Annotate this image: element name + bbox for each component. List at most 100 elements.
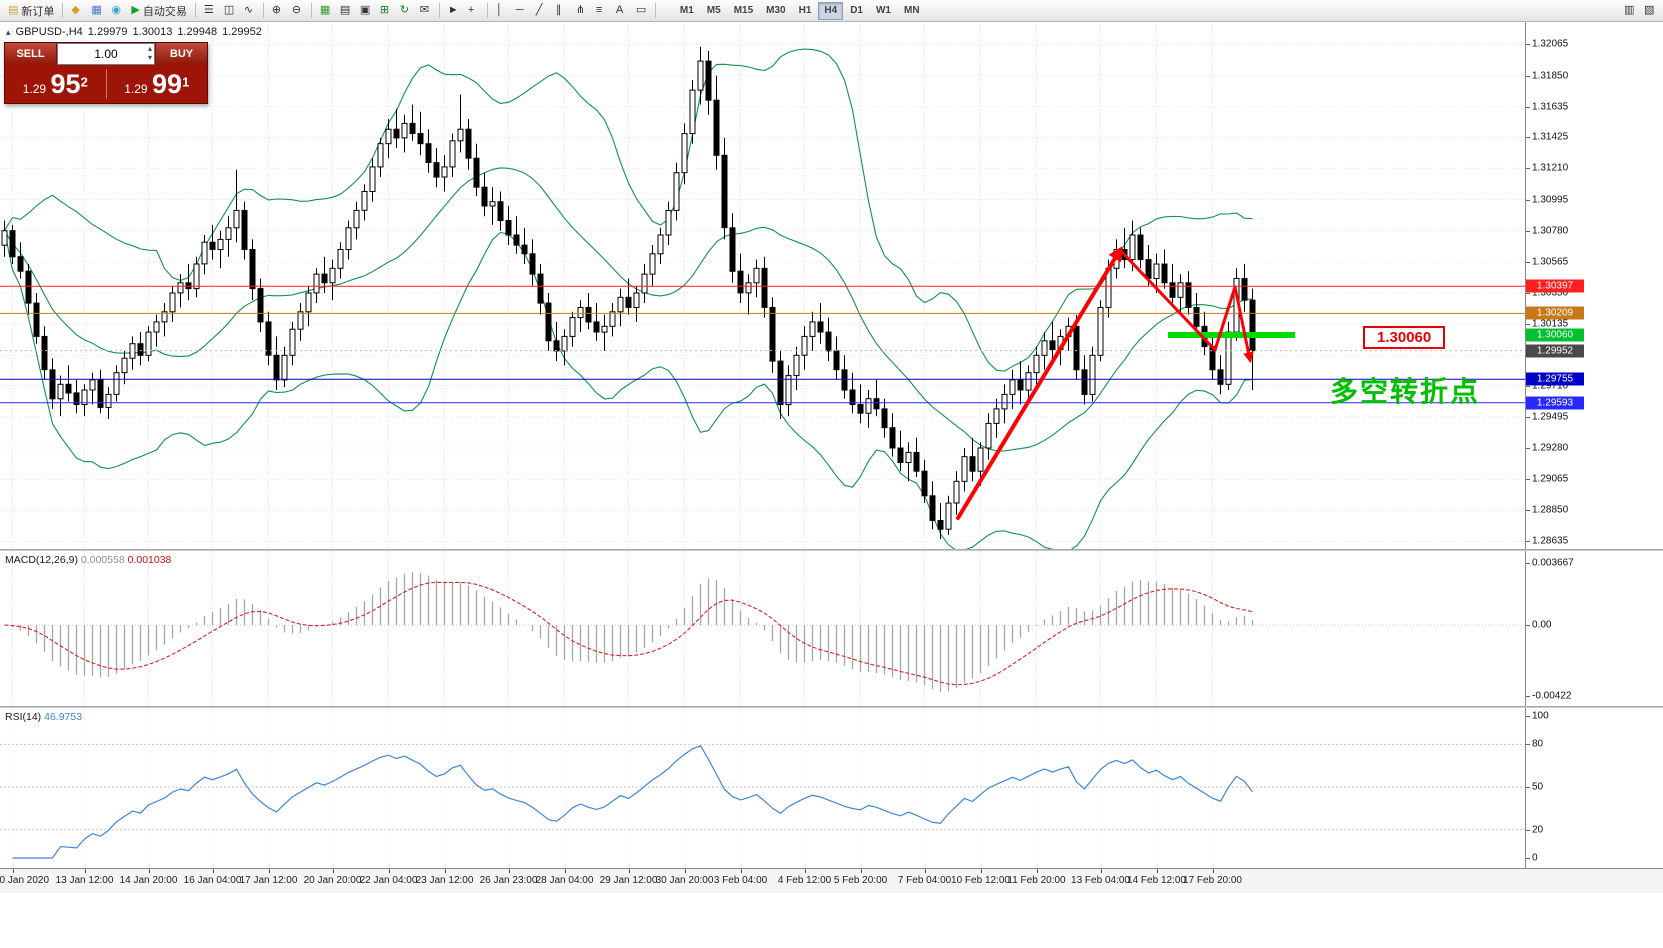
- timeframe-w1-button[interactable]: W1: [870, 2, 897, 20]
- volume-input[interactable]: 1.00 ▴ ▾: [57, 43, 155, 65]
- scale-tick: [1526, 261, 1530, 263]
- time-axis-tick: [628, 869, 630, 873]
- timeframe-d1-button[interactable]: D1: [844, 2, 869, 20]
- pitchfork-button[interactable]: ⋔: [572, 1, 591, 20]
- text-icon: A: [615, 4, 624, 16]
- rsi-scale-label: 0: [1532, 852, 1538, 864]
- time-axis-tick: [924, 869, 926, 873]
- rsi-panel-canvas[interactable]: [0, 708, 1525, 868]
- objects-list-button[interactable]: ▧: [1640, 1, 1659, 20]
- timeframe-m30-button[interactable]: M30: [760, 2, 791, 20]
- time-axis-tick: [84, 869, 86, 873]
- cascade-windows-button[interactable]: ▤: [336, 1, 355, 20]
- macd-title: MACD(12,26,9): [5, 554, 78, 566]
- price-scale-label: 1.31850: [1532, 70, 1569, 82]
- new-order-button[interactable]: ▤ 新订单: [4, 1, 58, 20]
- time-axis-tick: [1212, 869, 1214, 873]
- rsi-indicator-header: RSI(14) 46.9753: [5, 711, 82, 723]
- time-axis-label: 26 Jan 23:00: [479, 875, 538, 886]
- volume-down-button[interactable]: ▾: [147, 53, 152, 62]
- price-callout-label[interactable]: 1.30060: [1363, 326, 1446, 349]
- bar-chart-button[interactable]: ☰: [200, 1, 219, 20]
- close-value: 1.29952: [222, 26, 262, 38]
- buy-button[interactable]: BUY: [155, 43, 207, 65]
- arrange-windows-icon: ▣: [359, 4, 371, 16]
- autotrade-button[interactable]: ▶ 自动交易: [127, 1, 190, 20]
- line-chart-button[interactable]: ∿: [240, 1, 259, 20]
- time-axis-tick: [148, 869, 150, 873]
- zoom-out-button[interactable]: ⊖: [288, 1, 307, 20]
- timeframe-h4-button[interactable]: H4: [818, 1, 844, 20]
- profiles-button[interactable]: ▦: [87, 1, 106, 20]
- arrange-windows-button[interactable]: ▣: [356, 1, 375, 20]
- text-button[interactable]: A: [612, 1, 631, 20]
- panel-splitter[interactable]: [0, 706, 1663, 708]
- time-axis-label: 16 Jan 04:00: [183, 875, 242, 886]
- vertical-line-button[interactable]: │: [492, 1, 511, 20]
- macd-scale-label: 0.003667: [1532, 557, 1574, 569]
- data-window-button[interactable]: ◉: [107, 1, 126, 20]
- panel-splitter[interactable]: [0, 549, 1663, 551]
- toolbar-separator: [62, 3, 64, 18]
- crosshair-button[interactable]: +: [464, 1, 483, 20]
- scale-tick: [1526, 230, 1530, 232]
- new-chart-button[interactable]: ⊞: [376, 1, 395, 20]
- fibonacci-button[interactable]: ≡: [592, 1, 611, 20]
- time-axis-label: 3 Feb 04:00: [713, 875, 768, 886]
- scale-tick: [1526, 744, 1530, 746]
- chart-window-button[interactable]: ◆: [67, 1, 86, 20]
- chart-window-icon: ◆: [71, 4, 80, 16]
- shapes-button[interactable]: ▭: [632, 1, 651, 20]
- timeframe-m1-button[interactable]: M1: [674, 2, 700, 20]
- trendline-button[interactable]: ╱: [532, 1, 551, 20]
- turning-point-note[interactable]: 多空转折点: [1330, 376, 1481, 407]
- cursor-button[interactable]: ►: [444, 1, 463, 20]
- timeframe-h1-button[interactable]: H1: [793, 2, 818, 20]
- zoom-in-button[interactable]: ⊕: [268, 1, 287, 20]
- channel-button[interactable]: ∥: [552, 1, 571, 20]
- time-axis[interactable]: 10 Jan 2020 13 Jan 12:00 14 Jan 20:00 16 Ja…: [0, 868, 1663, 893]
- rsi-value: 46.9753: [44, 711, 83, 723]
- price-scale-label: 1.28635: [1532, 535, 1569, 547]
- price-scale-label: 1.29065: [1532, 473, 1569, 485]
- sell-button[interactable]: SELL: [5, 43, 57, 65]
- tile-windows-button[interactable]: ▦: [316, 1, 335, 20]
- price-scale-label: 1.31635: [1532, 101, 1569, 113]
- toolbar-separator: [438, 3, 440, 18]
- scale-tick: [1526, 106, 1530, 108]
- horizontal-line-button[interactable]: ─: [512, 1, 531, 20]
- templates-button[interactable]: ✉: [416, 1, 435, 20]
- timeframe-m15-button[interactable]: M15: [728, 2, 759, 20]
- time-axis-label: 14 Feb 12:00: [1127, 875, 1186, 886]
- main-chart-canvas[interactable]: [0, 22, 1525, 549]
- one-click-trading-panel: SELL 1.00 ▴ ▾ BUY 1.29 952 1.29 991: [4, 42, 208, 104]
- macd-scale-label: 0.00: [1532, 619, 1552, 631]
- trade-panel-toggle-icon[interactable]: ▴: [6, 27, 11, 37]
- time-axis-tick: [388, 869, 390, 873]
- price-scale-label: 1.28850: [1532, 504, 1569, 516]
- time-axis-label: 13 Jan 12:00: [55, 875, 114, 886]
- scale-tick: [1526, 168, 1530, 170]
- timeframe-m5-button[interactable]: M5: [701, 2, 727, 20]
- trend-arrows[interactable]: [956, 246, 1254, 520]
- fibonacci-icon: ≡: [595, 4, 603, 16]
- trendline-icon: ╱: [535, 4, 543, 16]
- toolbar-separator: [654, 3, 656, 18]
- macd-panel-canvas[interactable]: [0, 551, 1525, 706]
- time-axis-label: 5 Feb 20:00: [833, 875, 888, 886]
- sell-price[interactable]: 1.29 952: [22, 68, 88, 99]
- candlestick-chart-button[interactable]: ◫: [220, 1, 239, 20]
- time-axis-label: 13 Feb 04:00: [1071, 875, 1130, 886]
- timeframe-mn-button[interactable]: MN: [898, 2, 926, 20]
- buy-price[interactable]: 1.29 991: [124, 68, 190, 99]
- shapes-icon: ▭: [635, 4, 647, 16]
- price-scale[interactable]: 1.32065 1.31850 1.31635 1.31425 1.31210 1.309…: [1525, 22, 1663, 868]
- time-axis-tick: [508, 869, 510, 873]
- price-tag: 1.30060: [1526, 328, 1584, 342]
- indicators-button[interactable]: ▥: [1620, 1, 1639, 20]
- macd-value: 0.000558: [80, 554, 125, 566]
- refresh-button[interactable]: ↻: [396, 1, 415, 20]
- volume-up-button[interactable]: ▴: [147, 44, 152, 53]
- price-tag: 1.30209: [1526, 306, 1584, 320]
- time-axis-tick: [212, 869, 214, 873]
